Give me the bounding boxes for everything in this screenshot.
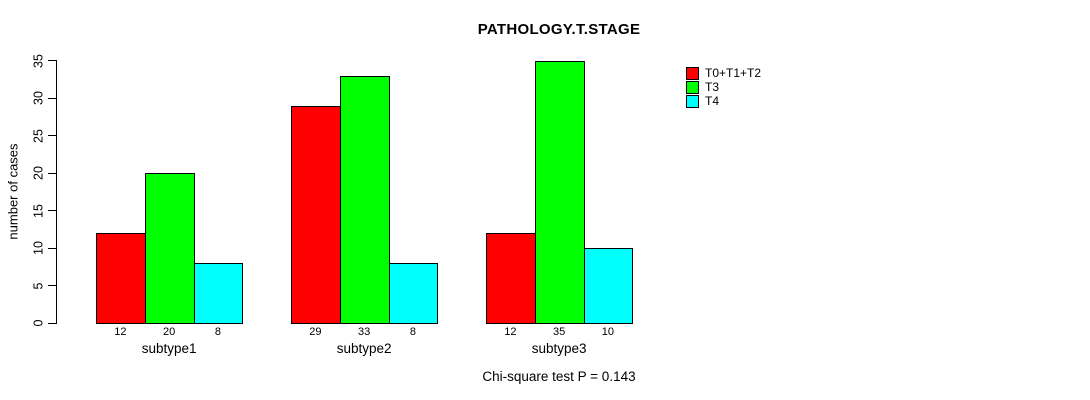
- legend-row: T0+T1+T2: [686, 66, 761, 80]
- y-tick-label: 25: [31, 128, 46, 143]
- legend-swatch-icon: [686, 80, 699, 94]
- legend-row: T3: [686, 80, 761, 94]
- bar-value-label: 12: [114, 326, 127, 338]
- bar-T0+T1+T2-subtype1: [96, 233, 146, 324]
- bar-value-label: 8: [409, 326, 416, 338]
- y-tick-label: 0: [31, 319, 46, 327]
- bar-T4-subtype3: [583, 248, 634, 324]
- bar-value-label: 33: [358, 326, 371, 338]
- bar-value-label: 8: [214, 326, 221, 338]
- legend-label: T0+T1+T2: [705, 66, 762, 80]
- legend-row: T4: [686, 94, 761, 108]
- annotation-text: Chi-square test P = 0.143: [482, 369, 636, 384]
- y-tick-label: 5: [31, 282, 46, 289]
- bar-value-label: 35: [553, 326, 566, 338]
- y-axis-line: [56, 60, 58, 324]
- y-tick: [48, 322, 57, 324]
- category-label-subtype3: subtype3: [531, 341, 587, 356]
- y-tick: [48, 210, 57, 212]
- y-tick: [48, 172, 57, 174]
- bar-T4-subtype1: [193, 263, 244, 324]
- y-tick: [48, 97, 57, 99]
- legend-swatch-icon: [686, 94, 699, 108]
- category-label-subtype1: subtype1: [141, 341, 197, 356]
- y-tick: [48, 60, 57, 62]
- bar-T3-subtype1: [144, 173, 195, 324]
- bar-T0+T1+T2-subtype3: [486, 233, 536, 324]
- y-tick: [48, 285, 57, 287]
- y-tick-label: 35: [31, 53, 46, 68]
- category-label-subtype2: subtype2: [336, 341, 392, 356]
- legend-label: T4: [705, 94, 720, 108]
- legend-label: T3: [705, 80, 720, 94]
- bar-value-label: 12: [504, 326, 517, 338]
- bar-value-label: 29: [309, 326, 322, 338]
- bar-T3-subtype3: [534, 60, 585, 324]
- y-tick: [48, 247, 57, 249]
- y-tick: [48, 135, 57, 137]
- bar-T4-subtype2: [388, 263, 439, 324]
- y-tick-label: 10: [31, 241, 46, 255]
- legend-swatch-icon: [686, 66, 699, 80]
- bar-value-label: 10: [601, 326, 614, 338]
- legend: T0+T1+T2 T3 T4: [686, 66, 761, 108]
- y-tick-label: 30: [31, 91, 46, 105]
- bar-T0+T1+T2-subtype2: [291, 105, 341, 324]
- y-tick-label: 15: [31, 203, 46, 218]
- y-tick-label: 20: [31, 166, 46, 180]
- bar-T3-subtype2: [339, 75, 390, 324]
- chart-title: PATHOLOGY.T.STAGE: [477, 21, 641, 38]
- bar-value-label: 20: [163, 326, 176, 338]
